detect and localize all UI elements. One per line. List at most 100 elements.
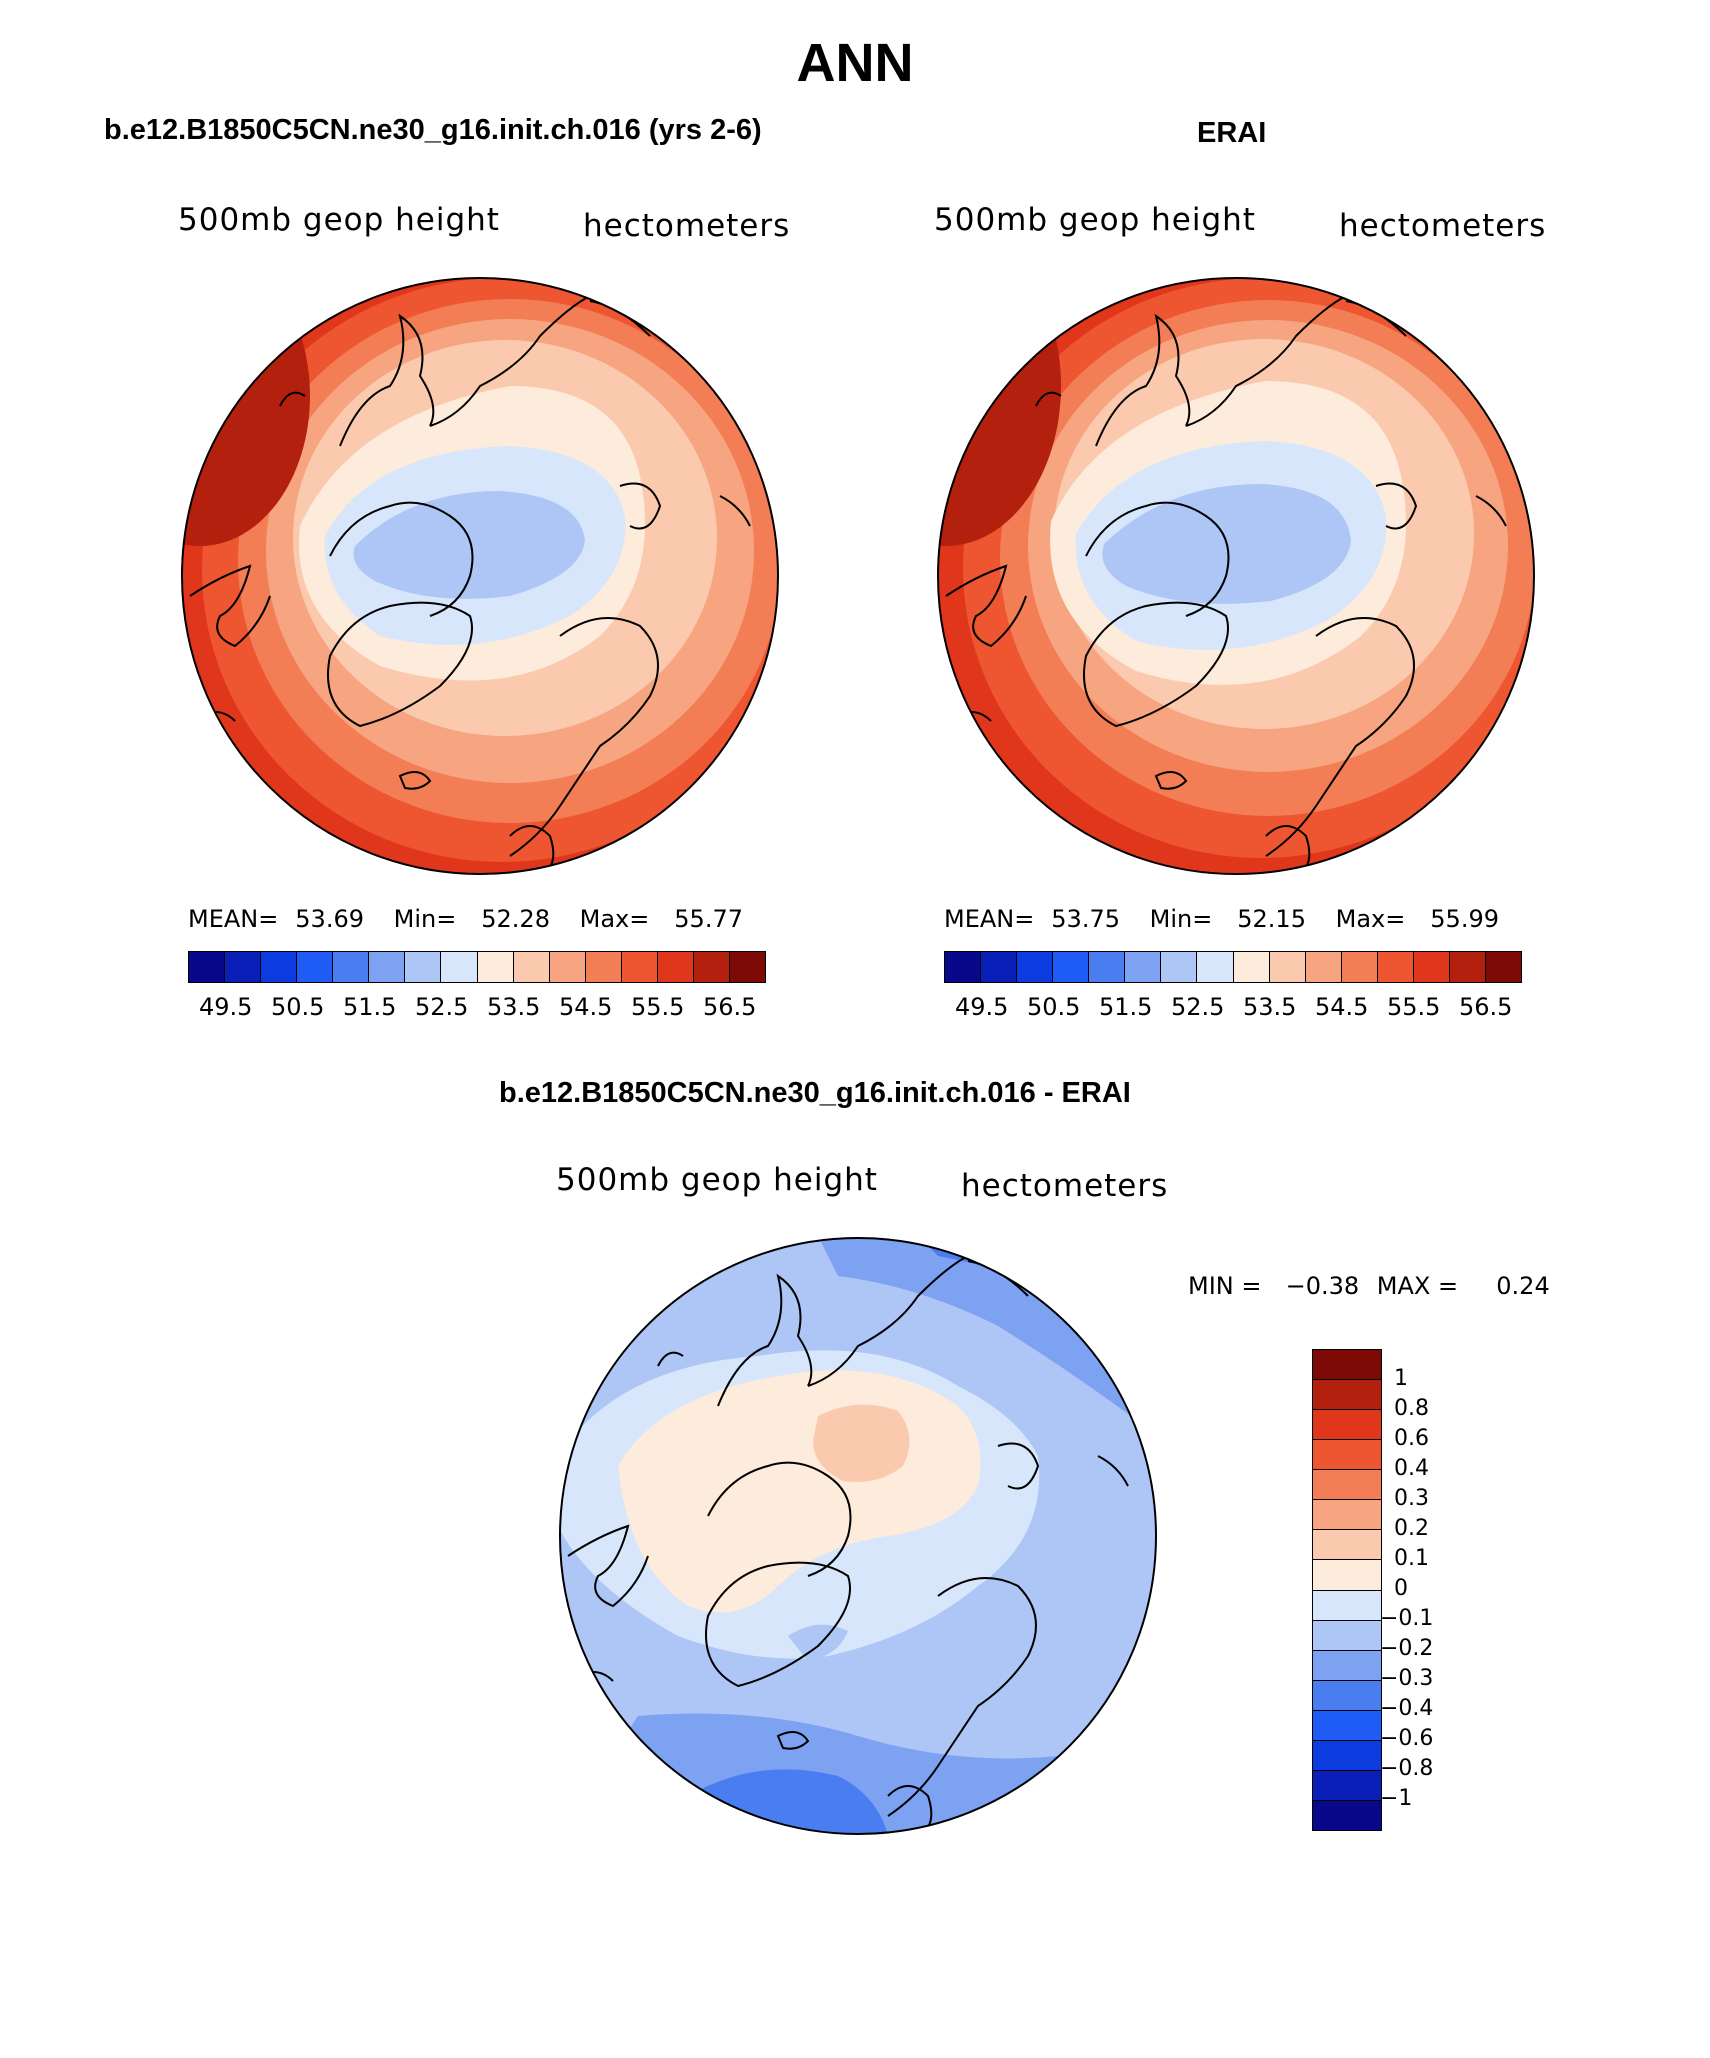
colorbar-swatch [189, 952, 226, 982]
colorbar-tick-label: 1 [1394, 1366, 1408, 1391]
map-contour [813, 1404, 910, 1482]
colorbar-swatch [585, 952, 622, 982]
colorbar-tick-label: 51.5 [1099, 993, 1153, 1021]
colorbar-tick-label: 49.5 [955, 993, 1009, 1021]
colorbar-swatch [1313, 1350, 1381, 1381]
panel1-polar-map [181, 277, 779, 875]
colorbar-tick-label: 51.5 [343, 993, 397, 1021]
colorbar-swatch [477, 952, 514, 982]
colorbar-tick-label: −0.2 [1380, 1636, 1434, 1661]
colorbar-swatch [1313, 1530, 1381, 1561]
colorbar-swatch [441, 952, 478, 982]
colorbar-swatch [513, 952, 550, 982]
colorbar-swatch [1161, 952, 1198, 982]
colorbar-swatch [1377, 952, 1414, 982]
colorbar-swatch [333, 952, 370, 982]
colorbar-swatch [729, 952, 765, 982]
colorbar-tick-label: 49.5 [199, 993, 253, 1021]
colorbar-swatch [1233, 952, 1270, 982]
colorbar-swatch [1053, 952, 1090, 982]
colorbar-swatch [1313, 1770, 1381, 1801]
colorbar-tick-label: 54.5 [559, 993, 613, 1021]
colorbar-tick-label: 52.5 [415, 993, 469, 1021]
colorbar-swatch [1313, 1710, 1381, 1741]
colorbar-swatch [1089, 952, 1126, 982]
colorbar-swatch [981, 952, 1018, 982]
colorbar-tick-label: 55.5 [631, 993, 685, 1021]
map-contour [182, 278, 310, 546]
colorbar-swatch [1125, 952, 1162, 982]
figure-title: ANN [796, 33, 914, 93]
panel3-stats: MIN = −0.38 MAX = 0.24 [1188, 1272, 1550, 1300]
colorbar-tick-label: −0.8 [1380, 1756, 1434, 1781]
colorbar-swatch [621, 952, 658, 982]
panel2-colorbar-ticks: 49.5 50.5 51.5 52.5 53.5 54.5 55.5 56.5 [944, 993, 1520, 1023]
panel3-units-label: hectometers [961, 1168, 1169, 1204]
panel2-polar-map [937, 277, 1535, 875]
panel3-polar-map [559, 1237, 1157, 1835]
colorbar-swatch [1413, 952, 1450, 982]
colorbar-swatch [1341, 952, 1378, 982]
colorbar-swatch [1313, 1500, 1381, 1531]
colorbar-tick-label: 50.5 [1027, 993, 1081, 1021]
colorbar-swatch [1269, 952, 1306, 982]
colorbar-swatch [1313, 1650, 1381, 1681]
map-contour [938, 278, 1061, 546]
colorbar-swatch [1313, 1800, 1381, 1830]
panel1-colorbar-ticks: 49.5 50.5 51.5 52.5 53.5 54.5 55.5 56.5 [188, 993, 764, 1023]
colorbar-swatch [1197, 952, 1234, 982]
colorbar-tick-label: −0.4 [1380, 1696, 1434, 1721]
colorbar-swatch [693, 952, 730, 982]
colorbar-tick-label: 53.5 [487, 993, 541, 1021]
colorbar-swatch [1313, 1680, 1381, 1711]
colorbar-tick-label: 0.3 [1394, 1486, 1429, 1511]
colorbar-tick-label: 0.4 [1394, 1456, 1429, 1481]
colorbar-tick-label: 55.5 [1387, 993, 1441, 1021]
colorbar-tick-label: −0.6 [1380, 1726, 1434, 1751]
colorbar-swatch [549, 952, 586, 982]
colorbar-swatch [1485, 952, 1521, 982]
colorbar-tick-label: 56.5 [1459, 993, 1513, 1021]
panel3-title: b.e12.B1850C5CN.ne30_g16.init.ch.016 - E… [499, 1077, 1131, 1109]
map-contour [788, 1624, 848, 1661]
colorbar-tick-label: 0.1 [1394, 1546, 1429, 1571]
panel3-colorbar-labels: 1 0.8 0.6 0.4 0.3 0.2 0.1 0 −0.1 −0.2 −0.3 −0.4 −0.6… [1380, 1349, 1494, 1829]
panel2-colorbar [944, 951, 1522, 983]
colorbar-swatch [657, 952, 694, 982]
coastlines [945, 295, 1507, 874]
colorbar-swatch [1313, 1590, 1381, 1621]
colorbar-swatch [1017, 952, 1054, 982]
colorbar-tick-label: −0.3 [1380, 1666, 1434, 1691]
colorbar-tick-label: 0.6 [1394, 1426, 1429, 1451]
colorbar-tick-label: 56.5 [703, 993, 757, 1021]
colorbar-swatch [1305, 952, 1342, 982]
panel2-stats: MEAN= 53.75 Min= 52.15 Max= 55.99 [944, 905, 1499, 933]
colorbar-swatch [1313, 1560, 1381, 1591]
panel1-units-label: hectometers [583, 208, 791, 244]
colorbar-tick-label: 0.8 [1394, 1396, 1429, 1421]
colorbar-swatch [1313, 1440, 1381, 1471]
colorbar-tick-label: 54.5 [1315, 993, 1369, 1021]
panel1-variable-label: 500mb geop height [178, 202, 500, 238]
panel1-title: b.e12.B1850C5CN.ne30_g16.init.ch.016 (yr… [104, 114, 762, 146]
panel2-title: ERAI [1197, 117, 1267, 149]
colorbar-tick-label: −0.1 [1380, 1606, 1434, 1631]
colorbar-swatch [1313, 1410, 1381, 1441]
colorbar-swatch [1313, 1740, 1381, 1771]
colorbar-tick-label: 50.5 [271, 993, 325, 1021]
colorbar-swatch [1313, 1620, 1381, 1651]
coastlines [189, 295, 751, 874]
colorbar-swatch [1313, 1470, 1381, 1501]
colorbar-swatch [261, 952, 298, 982]
colorbar-swatch [225, 952, 262, 982]
colorbar-swatch [945, 952, 982, 982]
colorbar-tick-label: −1 [1380, 1786, 1413, 1811]
colorbar-swatch [297, 952, 334, 982]
panel2-units-label: hectometers [1339, 208, 1547, 244]
map-contour [353, 491, 585, 599]
colorbar-tick-label: 0.2 [1394, 1516, 1429, 1541]
panel3-variable-label: 500mb geop height [556, 1162, 878, 1198]
colorbar-swatch [405, 952, 442, 982]
colorbar-swatch [1449, 952, 1486, 982]
panel1-stats: MEAN= 53.69 Min= 52.28 Max= 55.77 [188, 905, 743, 933]
